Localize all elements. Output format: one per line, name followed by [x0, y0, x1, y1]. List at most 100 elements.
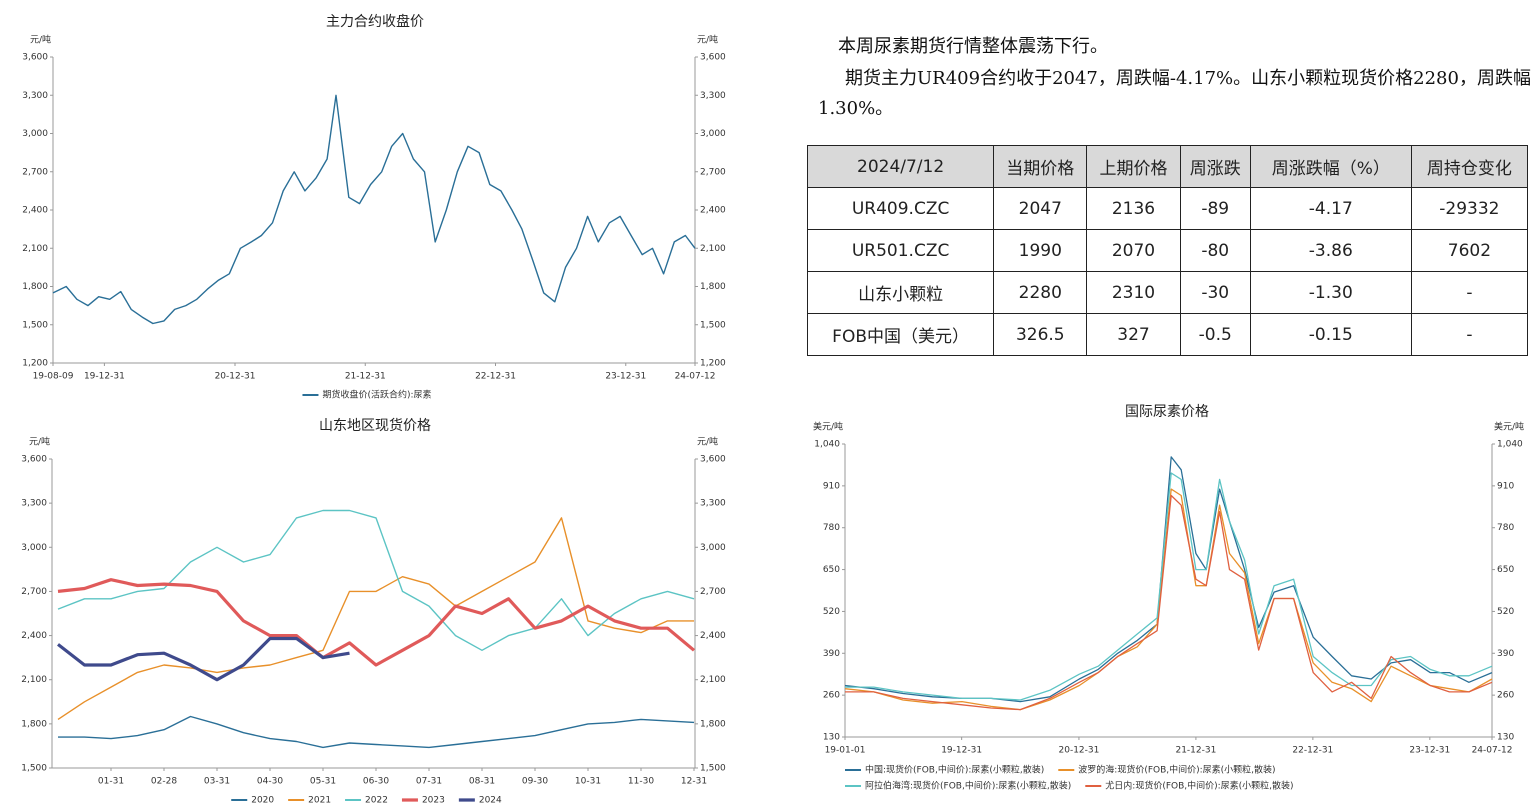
series-line [57, 509, 695, 651]
y2-tick-label: 2,100 [700, 244, 726, 254]
series-line [844, 456, 1493, 703]
x-tick-label: 24-07-12 [1472, 746, 1513, 756]
table-row: UR501.CZC 1990 2070 -80 -3.86 7602 [806, 229, 1529, 272]
y2-tick-label: 1,200 [700, 359, 726, 369]
y2-tick-label: 130 [1497, 733, 1514, 743]
x-tick-label: 07-31 [416, 777, 442, 787]
y2-tick-label: 1,800 [700, 282, 726, 292]
x-tick-label: 02-28 [151, 777, 177, 787]
y2-tick-label: 3,600 [700, 53, 726, 63]
table-cell: UR501.CZC [806, 229, 995, 272]
legend-label: 尤日内:现货价(FOB,中间价):尿素(小颗粒,散装) [1105, 780, 1293, 792]
y-tick-label: 1,040 [814, 440, 840, 450]
y-tick-label: 2,400 [22, 206, 48, 216]
series-line [845, 472, 1493, 701]
legend-label: 期货收盘价(活跃合约):尿素 [322, 389, 431, 401]
table-cell: - [1410, 313, 1529, 356]
y-tick-label: 130 [823, 733, 840, 743]
y-tick-label: 2,100 [21, 675, 47, 685]
legend-label: 2024 [479, 796, 502, 806]
x-tick-label: 09-30 [522, 777, 548, 787]
legend-item: 2020 [231, 796, 274, 806]
y2-tick-label: 2,400 [700, 206, 726, 216]
table-cell: 7602 [1410, 229, 1529, 272]
legend-item: 2021 [288, 796, 331, 806]
x-tick-label: 22-12-31 [475, 372, 516, 382]
y2-axis-unit: 元/吨 [697, 34, 718, 46]
y2-tick-label: 650 [1497, 565, 1514, 575]
x-tick-label: 06-30 [363, 777, 389, 787]
legend-item: 期货收盘价(活跃合约):尿素 [302, 389, 432, 401]
legend-item: 尤日内:现货价(FOB,中间价):尿素(小颗粒,散装) [1085, 780, 1294, 792]
y2-tick-label: 2,700 [700, 587, 726, 597]
header-cell: 周涨跌 [1179, 145, 1251, 188]
table-cell: 2070 [1086, 229, 1181, 272]
y2-tick-label: 1,500 [700, 764, 726, 774]
x-tick-label: 05-31 [310, 777, 336, 787]
series-line [57, 636, 350, 682]
y2-axis-unit: 元/吨 [697, 436, 718, 448]
y2-tick-label: 520 [1497, 607, 1514, 617]
y-tick-label: 520 [823, 607, 840, 617]
x-tick-label: 11-30 [628, 777, 654, 787]
y-tick-label: 780 [823, 523, 840, 533]
x-tick-label: 19-08-09 [33, 372, 74, 382]
x-tick-label: 21-12-31 [1175, 746, 1216, 756]
legend-label: 中国:现货价(FOB,中间价):尿素(小颗粒,散装) [865, 764, 1044, 776]
y-tick-label: 1,500 [22, 320, 48, 330]
legend-label: 波罗的海:现货价(FOB,中间价):尿素(小颗粒,散装) [1078, 764, 1275, 776]
y2-tick-label: 2,100 [700, 675, 726, 685]
table-cell: FOB中国（美元） [806, 313, 995, 356]
y-tick-label: 2,700 [22, 167, 48, 177]
header-row: 2024/7/12 当期价格 上期价格 周涨跌 周涨跌幅（%） 周持仓变化 [806, 145, 1529, 188]
series-line [58, 715, 695, 749]
header-cell: 周持仓变化 [1410, 145, 1529, 188]
table-cell: -0.15 [1249, 313, 1412, 356]
y2-tick-label: 2,700 [700, 167, 726, 177]
x-tick-label: 22-12-31 [1292, 746, 1333, 756]
y2-tick-label: 1,040 [1497, 440, 1523, 450]
y-tick-label: 2,400 [21, 631, 47, 641]
legend-label: 2022 [365, 796, 388, 806]
y2-tick-label: 1,800 [700, 719, 726, 729]
x-tick-label: 19-12-31 [84, 372, 125, 382]
table-cell: 2136 [1086, 187, 1181, 230]
table-cell: -1.30 [1249, 271, 1412, 314]
y2-tick-label: 3,300 [700, 499, 726, 509]
table-cell: 2047 [993, 187, 1088, 230]
y-axis-unit: 元/吨 [29, 436, 50, 448]
y-tick-label: 3,600 [22, 53, 48, 63]
paragraph: 本周尿素期货行情整体震荡下行。 [838, 36, 1108, 57]
y-tick-label: 1,500 [21, 764, 47, 774]
y2-tick-label: 3,000 [700, 129, 726, 139]
legend-label: 2021 [308, 796, 331, 806]
x-tick-label: 23-12-31 [605, 372, 646, 382]
x-tick-label: 08-31 [469, 777, 495, 787]
legend-item: 波罗的海:现货价(FOB,中间价):尿素(小颗粒,散装) [1058, 764, 1276, 776]
table-row: UR409.CZC 2047 2136 -89 -4.17 -29332 [806, 187, 1529, 230]
y-tick-label: 1,800 [22, 282, 48, 292]
y-tick-label: 650 [823, 565, 840, 575]
y-tick-label: 3,600 [21, 455, 47, 465]
y2-tick-label: 2,400 [700, 631, 726, 641]
paragraph: 期货主力UR409合约收于2047，周跌幅-4.17%。山东小颗粒现货价格228… [818, 68, 1531, 119]
y-axis-unit: 美元/吨 [813, 421, 843, 433]
x-tick-label: 12-31 [681, 777, 707, 787]
chart-title: 主力合约收盘价 [326, 13, 424, 30]
y2-tick-label: 390 [1497, 649, 1514, 659]
legend-item: 阿拉伯海湾:现货价(FOB,中间价):尿素(小颗粒,散装) [845, 780, 1071, 792]
legend-item: 2023 [401, 796, 445, 806]
y2-tick-label: 260 [1497, 691, 1514, 701]
y2-axis-unit: 美元/吨 [1494, 421, 1524, 433]
legend-item: 中国:现货价(FOB,中间价):尿素(小颗粒,散装) [845, 764, 1044, 776]
y-tick-label: 1,800 [21, 719, 47, 729]
series-line [845, 494, 1493, 711]
y-tick-label: 3,000 [22, 129, 48, 139]
x-tick-label: 21-12-31 [345, 372, 386, 382]
x-tick-label: 23-12-31 [1409, 746, 1450, 756]
chart-title: 国际尿素价格 [1125, 404, 1209, 420]
x-tick-label: 01-31 [98, 777, 124, 787]
x-tick-label: 20-12-31 [1059, 746, 1100, 756]
x-tick-label: 19-01-01 [825, 746, 866, 756]
